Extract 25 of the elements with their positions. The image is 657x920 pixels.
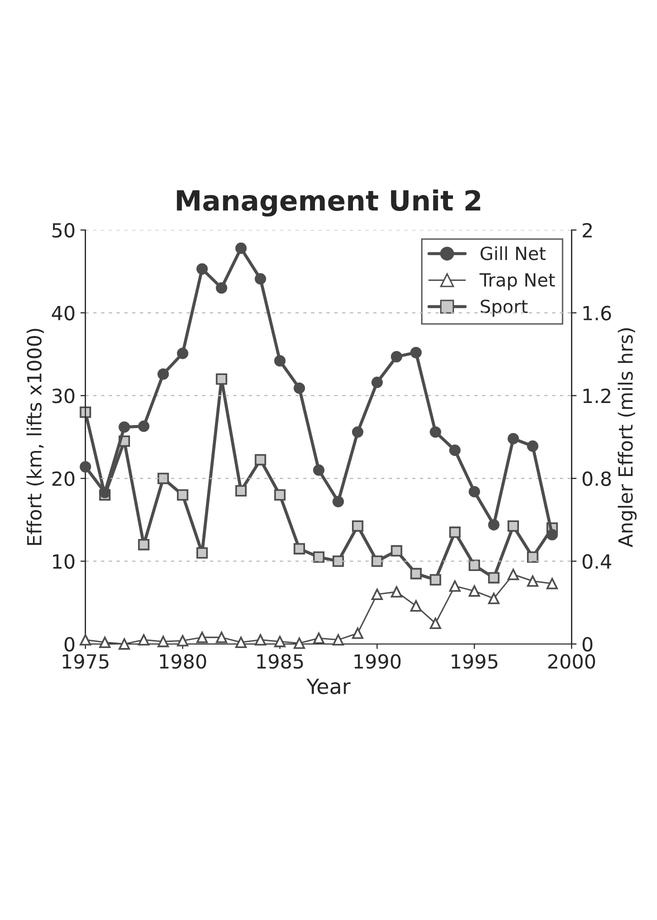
x-tick-label: 1980: [160, 654, 206, 669]
y-tick-label: 50: [52, 222, 74, 238]
y2-tick-label: 0: [582, 636, 592, 652]
y2-tick-label: 2: [582, 222, 592, 238]
y-tick-label: 0: [64, 636, 74, 652]
x-tick-label: 1990: [354, 654, 401, 669]
legend-label: Gill Net: [480, 246, 546, 260]
x-axis-title: Year: [306, 678, 351, 694]
y2-axis-title: Angler Effort (mils hrs): [618, 328, 637, 548]
y2-tick-label: 0.8: [582, 471, 611, 486]
x-tick-label: 1975: [62, 654, 108, 669]
legend-label: Trap Net: [480, 273, 555, 290]
y-tick-label: 30: [52, 388, 74, 404]
y2-tick-label: 0.4: [582, 554, 612, 569]
y-tick-label: 10: [53, 554, 74, 569]
y-tick-label: 40: [52, 306, 74, 320]
chart-title: Management Unit 2: [176, 189, 480, 217]
legend-label: Sport: [480, 300, 528, 317]
y2-tick-label: 1.6: [583, 306, 612, 320]
x-tick-label: 2000: [548, 654, 596, 669]
x-tick-label: 1995: [452, 654, 498, 669]
y-tick-label: 20: [52, 471, 74, 486]
y2-tick-label: 1.2: [583, 388, 610, 403]
x-tick-label: 1985: [257, 654, 303, 669]
y-axis-title: Effort (km, lifts x1000): [26, 328, 44, 545]
